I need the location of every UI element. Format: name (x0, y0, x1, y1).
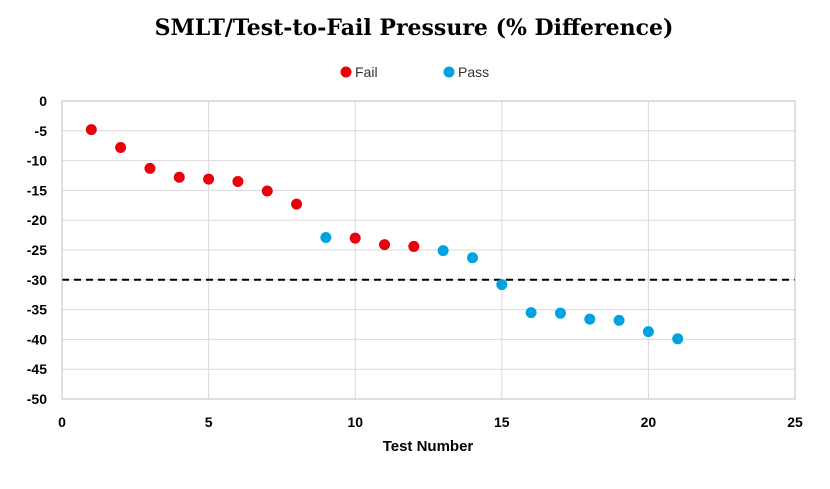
y-tick-label: 0 (39, 93, 47, 109)
data-point-fail (261, 185, 273, 197)
data-point-pass (554, 307, 566, 319)
y-tick-label: -10 (27, 153, 47, 169)
y-tick-label: -35 (27, 302, 47, 318)
x-tick-label: 0 (58, 414, 66, 430)
data-point-fail (85, 124, 97, 136)
data-point-fail (115, 141, 127, 153)
chart-title: SMLT/Test-to-Fail Pressure (% Difference… (155, 15, 674, 41)
data-point-pass (496, 279, 508, 291)
x-tick-label: 20 (641, 414, 657, 430)
data-points (85, 124, 684, 345)
y-tick-label: -30 (27, 272, 47, 288)
y-tick-label: -40 (27, 331, 47, 347)
legend-marker (443, 66, 455, 78)
x-axis-label: Test Number (383, 438, 474, 455)
legend-label: Fail (355, 64, 378, 80)
gridlines (61, 100, 796, 400)
data-point-pass (642, 326, 654, 338)
data-point-fail (379, 239, 391, 251)
y-tick-label: -25 (27, 242, 47, 258)
data-point-fail (408, 240, 420, 252)
data-point-pass (584, 313, 596, 325)
data-point-fail (291, 198, 303, 210)
x-tick-label: 25 (787, 414, 803, 430)
x-axis-ticks: 0 5 10 15 20 25 (58, 414, 803, 430)
data-point-pass (437, 245, 449, 257)
y-tick-label: -50 (27, 391, 47, 407)
legend-item-fail: Fail (340, 64, 378, 80)
legend-label: Pass (458, 64, 489, 80)
data-point-fail (349, 232, 361, 244)
legend-marker (340, 66, 352, 78)
x-tick-label: 10 (347, 414, 363, 430)
data-point-fail (144, 162, 156, 174)
data-point-fail (173, 171, 185, 183)
x-tick-label: 15 (494, 414, 510, 430)
y-tick-label: -20 (27, 212, 47, 228)
data-point-fail (203, 173, 215, 185)
x-tick-label: 5 (205, 414, 213, 430)
data-point-pass (613, 314, 625, 326)
legend: Fail Pass (340, 64, 489, 80)
data-point-pass (525, 307, 537, 319)
data-point-fail (232, 175, 244, 187)
y-tick-label: -15 (27, 182, 47, 198)
y-tick-label: -45 (27, 361, 47, 377)
data-point-pass (672, 333, 684, 345)
legend-item-pass: Pass (443, 64, 489, 80)
plot-area (61, 100, 796, 400)
y-tick-label: -5 (35, 123, 48, 139)
data-point-pass (466, 252, 478, 264)
data-point-pass (320, 231, 332, 243)
y-axis-ticks: 0 -5 -10 -15 -20 -25 -30 -35 -40 -45 -50 (27, 93, 47, 407)
